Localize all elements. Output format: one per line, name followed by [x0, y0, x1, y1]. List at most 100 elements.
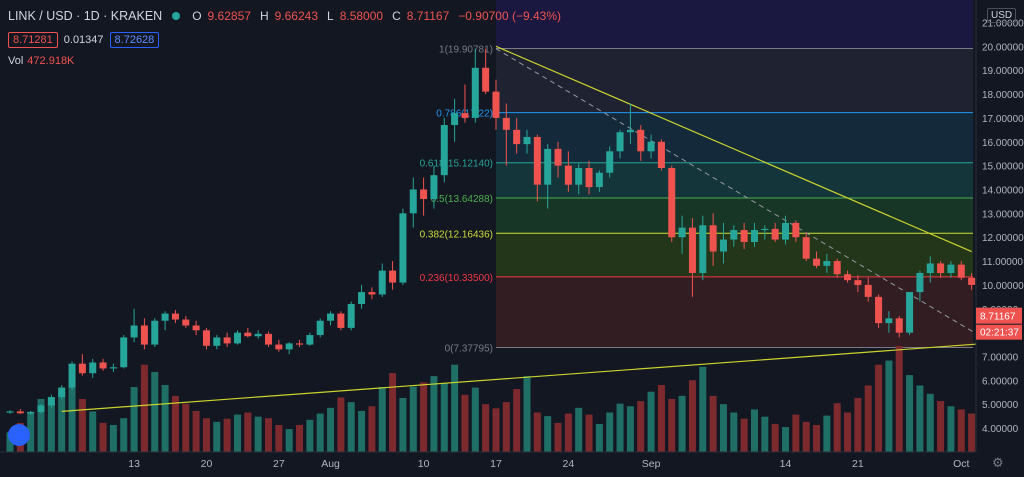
candle-body — [699, 225, 707, 273]
volume-bar — [647, 391, 655, 452]
candle-body — [813, 258, 821, 266]
candle-body — [802, 237, 810, 259]
candle-body — [99, 362, 107, 369]
candle-body — [409, 189, 417, 214]
volume-bar — [440, 383, 448, 452]
symbol-title[interactable]: LINK / USD · 1D · KRAKEN — [8, 9, 163, 23]
x-tick-label: Sep — [642, 458, 661, 470]
volume-bar — [626, 406, 634, 452]
volume-legend: Vol 472.918K — [8, 55, 74, 67]
bid-button[interactable]: 8.71281 — [8, 32, 58, 48]
change-value: −0.90700 (−9.43%) — [458, 9, 561, 23]
volume-bar — [823, 415, 831, 452]
ask-button[interactable]: 8.72628 — [109, 32, 160, 48]
fib-level-label: 0.5(13.64288) — [431, 194, 493, 205]
candle-body — [461, 113, 469, 118]
gear-icon[interactable]: ⚙ — [992, 455, 1004, 470]
candle-body — [916, 272, 924, 293]
candle-body — [306, 335, 314, 345]
candle-body — [16, 411, 24, 414]
candle-body — [78, 363, 86, 374]
candle-body — [89, 362, 97, 374]
countdown-label: 02:21:37 — [980, 328, 1019, 339]
volume-bar — [813, 424, 821, 452]
volume-bar — [120, 418, 128, 452]
volume-bar — [130, 387, 138, 452]
volume-bar — [233, 414, 241, 452]
candle-body — [316, 320, 324, 336]
y-tick-label: 7.00000 — [982, 353, 1019, 364]
open-value: 9.62857 — [207, 9, 251, 23]
volume-bar — [420, 382, 428, 452]
volume-bar — [688, 380, 696, 452]
candle-body — [492, 91, 500, 118]
volume-bar — [523, 376, 531, 452]
candle-body — [750, 230, 758, 242]
currency-button[interactable]: USD — [987, 8, 1017, 23]
low-label: L — [327, 9, 334, 23]
volume-bar — [451, 364, 459, 452]
volume-bar — [368, 406, 376, 452]
candle-body — [285, 343, 293, 350]
y-tick-label: 12.00000 — [982, 233, 1024, 244]
x-tick-label: 17 — [490, 458, 502, 470]
volume-bar — [606, 412, 614, 452]
volume-bar — [616, 403, 624, 452]
volume-bar — [68, 387, 76, 452]
volume-bar — [316, 413, 324, 452]
candle-body — [968, 277, 976, 285]
volume-bar — [730, 412, 738, 452]
y-tick-label: 20.00000 — [982, 42, 1024, 53]
candle-body — [606, 151, 614, 173]
volume-bar — [802, 421, 810, 452]
candle-body — [585, 168, 593, 188]
volume-bar — [27, 411, 35, 452]
volume-bar — [306, 419, 314, 452]
y-tick-label: 4.00000 — [982, 424, 1019, 435]
volume-bar — [854, 397, 862, 452]
candle-body — [626, 129, 634, 133]
volume-bar — [202, 418, 210, 452]
volume-bar — [161, 384, 169, 452]
volume-value: 472.918K — [27, 55, 75, 67]
candle-body — [265, 333, 272, 345]
candle-body — [378, 270, 386, 295]
volume-bar — [89, 411, 97, 452]
candle-body — [171, 313, 179, 320]
candle-body — [544, 148, 552, 185]
volume-bar — [347, 402, 355, 452]
candle-body — [937, 263, 945, 273]
x-tick-label: 14 — [780, 458, 792, 470]
candle-body — [337, 313, 345, 328]
volume-bar — [482, 404, 490, 452]
volume-bar — [275, 424, 283, 452]
volume-bar — [492, 408, 500, 452]
fib-zone — [495, 276, 973, 348]
x-tick-label: 13 — [128, 458, 140, 470]
candle-body — [130, 325, 138, 338]
volume-bar — [844, 412, 852, 452]
close-value: 8.71167 — [406, 9, 450, 23]
candle-body — [678, 227, 686, 238]
candle-body — [120, 337, 128, 368]
high-value: 9.66243 — [274, 9, 318, 23]
candle-body — [440, 125, 448, 176]
candle-body — [523, 136, 531, 145]
candle-body — [895, 318, 903, 333]
candle-body — [37, 405, 45, 412]
close-label: C — [392, 9, 401, 23]
volume-bar — [389, 373, 397, 452]
trend-line — [495, 45, 972, 253]
fib-level-label: 0(7.37795) — [445, 344, 493, 355]
volume-bar — [37, 399, 45, 452]
volume-bar — [285, 429, 293, 452]
candle-body — [482, 67, 490, 92]
y-tick-label: 15.00000 — [982, 162, 1024, 173]
volume-bar — [430, 376, 438, 452]
volume-bar — [544, 416, 552, 452]
volume-bar — [771, 423, 779, 452]
volume-bar — [171, 395, 179, 452]
candle-body — [657, 141, 665, 169]
tradingview-logo-icon[interactable] — [8, 424, 30, 446]
